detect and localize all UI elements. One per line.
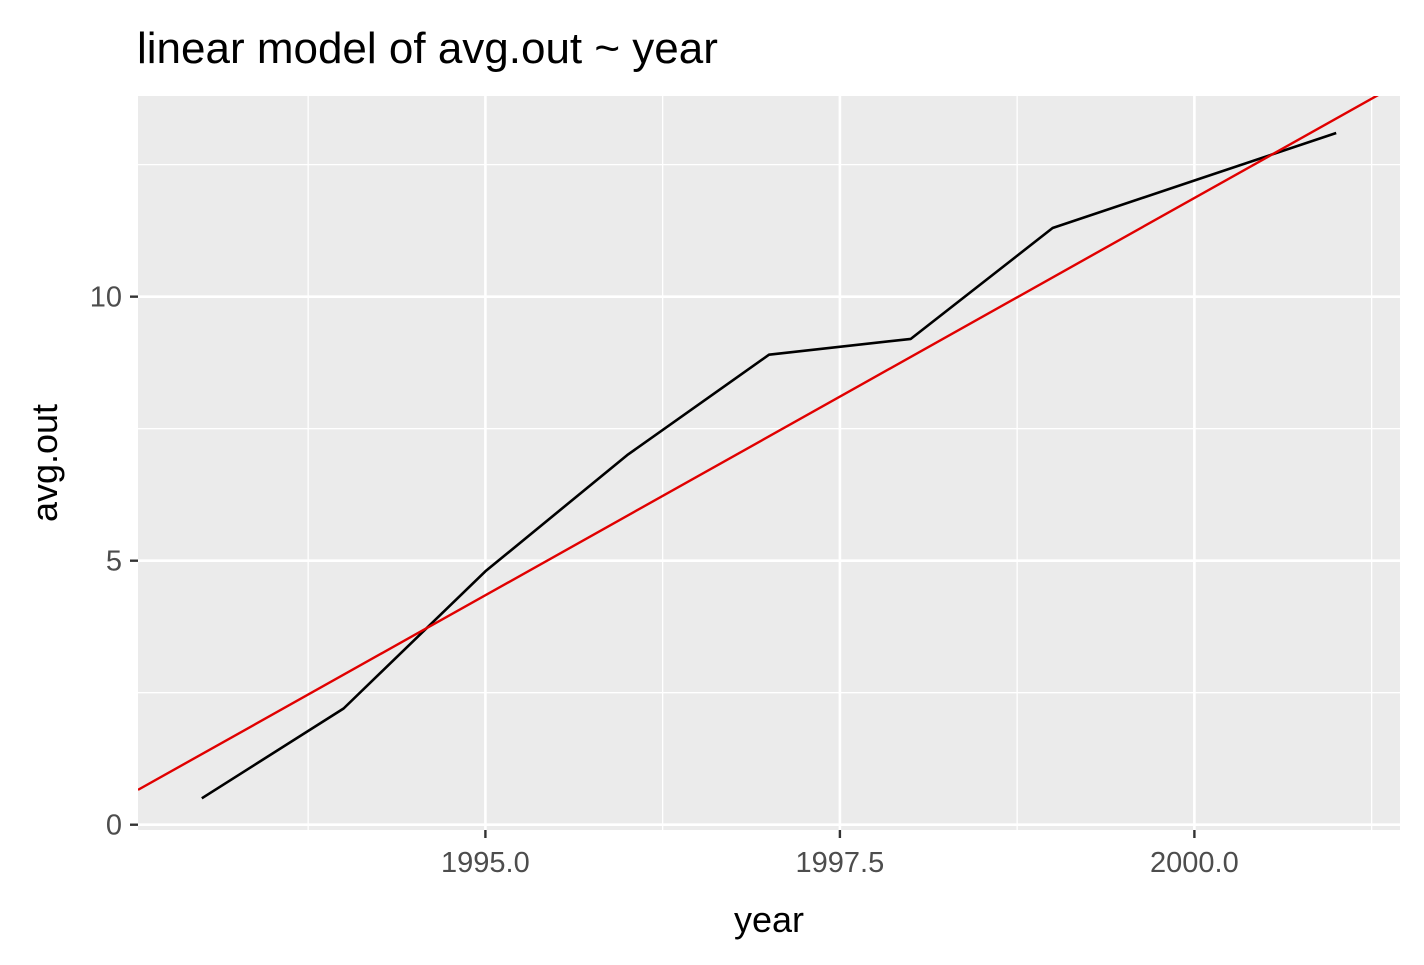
y-tick-label: 10 — [90, 282, 122, 314]
x-axis-title: year — [734, 899, 804, 940]
fit-line — [138, 96, 1379, 791]
x-tick-label: 1995.0 — [441, 847, 530, 879]
y-tick-label: 0 — [106, 810, 122, 842]
y-axis-title: avg.out — [24, 404, 65, 522]
plot-panel — [138, 96, 1400, 830]
chart-title: linear model of avg.out ~ year — [137, 24, 718, 73]
axis-ticks — [130, 295, 1196, 838]
y-tick-label: 5 — [106, 546, 122, 578]
minor-gridlines — [138, 96, 1400, 830]
x-tick-label: 2000.0 — [1150, 847, 1239, 879]
major-gridlines — [138, 96, 1400, 830]
tick-labels: 1995.0 1997.5 2000.0 0 5 10 — [90, 282, 1239, 879]
series-layer — [138, 96, 1379, 800]
x-tick-label: 1997.5 — [796, 847, 885, 879]
series-line — [201, 131, 1337, 800]
